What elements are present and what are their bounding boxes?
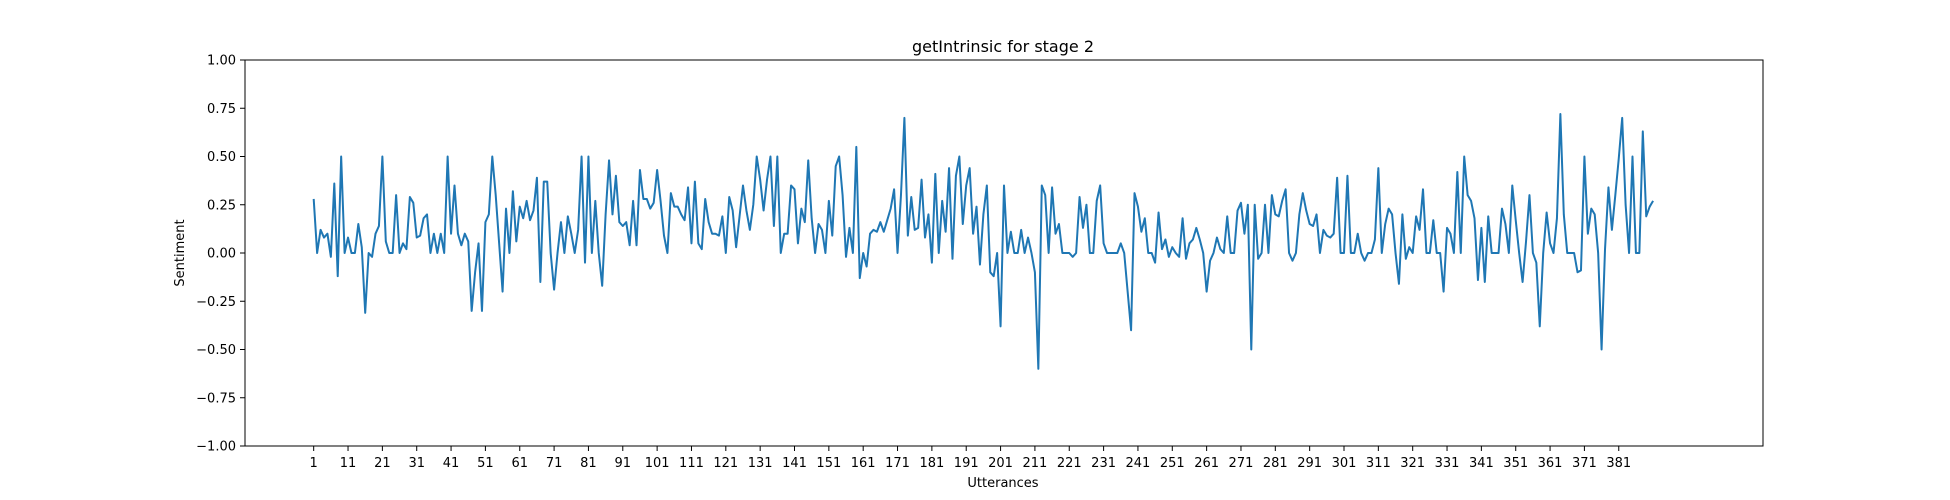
x-tick-label: 21 [374,456,391,471]
x-tick-label: 71 [546,456,563,471]
x-tick-label: 1 [310,456,318,471]
x-tick-label: 291 [1297,456,1322,471]
x-tick-label: 341 [1469,456,1494,471]
x-tick-label: 91 [615,456,632,471]
plot-frame [244,59,1764,447]
x-tick-label: 221 [1057,456,1082,471]
x-tick-label: 311 [1366,456,1391,471]
y-tick-label: 0.50 [207,150,236,165]
x-tick-label: 121 [713,456,738,471]
x-tick-label: 131 [748,456,773,471]
x-tick-label: 41 [443,456,460,471]
chart-title: getIntrinsic for stage 2 [912,37,1094,56]
x-tick-label: 361 [1538,456,1563,471]
y-tick-label: 0.25 [207,198,236,213]
x-tick-label: 231 [1091,456,1116,471]
x-tick-label: 61 [511,456,528,471]
x-tick-label: 181 [919,456,944,471]
x-tick-label: 111 [679,456,704,471]
x-tick-label: 171 [885,456,910,471]
x-tick-label: 161 [851,456,876,471]
x-tick-label: 81 [580,456,597,471]
x-tick-label: 141 [782,456,807,471]
x-tick-label: 261 [1194,456,1219,471]
x-tick-label: 271 [1229,456,1254,471]
x-tick-label: 331 [1435,456,1460,471]
x-tick-label: 351 [1503,456,1528,471]
x-tick-label: 51 [477,456,494,471]
x-axis-label: Utterances [967,476,1038,491]
y-tick-label: −0.75 [196,391,236,406]
x-tick-label: 151 [816,456,841,471]
x-tick-label: 101 [645,456,670,471]
y-axis: −1.00 −0.75 −0.50 −0.25 0.00 0.25 0.50 0.75 1.00 [196,54,245,455]
y-tick-label: 0.75 [207,102,236,117]
x-tick-label: 281 [1263,456,1288,471]
x-tick-label: 201 [988,456,1013,471]
x-tick-label: 381 [1606,456,1631,471]
x-tick-label: 241 [1126,456,1151,471]
x-tick-label: 301 [1332,456,1357,471]
x-tick-label: 371 [1572,456,1597,471]
y-axis-label: Sentiment [173,219,188,286]
x-tick-label: 191 [954,456,979,471]
y-tick-label: 0.00 [207,247,236,262]
x-tick-label: 321 [1400,456,1425,471]
series-line [312,113,1654,370]
x-tick-label: 251 [1160,456,1185,471]
y-tick-label: 1.00 [207,54,236,69]
x-tick-label: 31 [408,456,425,471]
y-tick-label: −0.50 [196,343,236,358]
x-tick-label: 211 [1022,456,1047,471]
y-tick-label: −0.25 [196,295,236,310]
y-tick-label: −1.00 [196,440,236,455]
x-axis: 1 11 21 31 41 51 61 71 81 91 101 111 121 131 141 151 161… [310,446,1631,471]
x-tick-label: 11 [340,456,357,471]
